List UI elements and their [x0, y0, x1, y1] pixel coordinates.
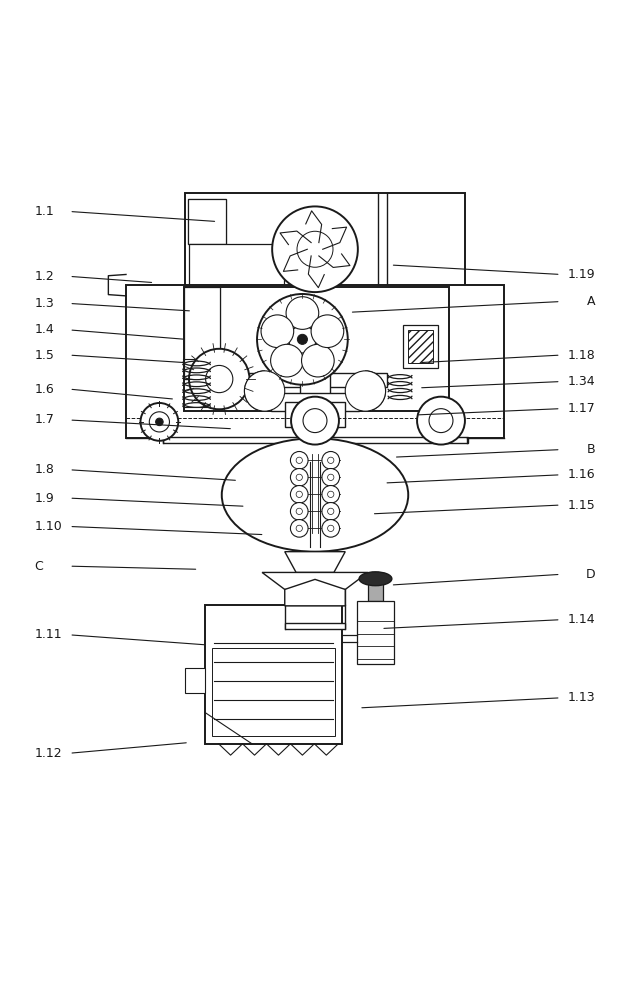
Circle shape [156, 418, 163, 426]
Circle shape [328, 491, 334, 497]
Circle shape [328, 474, 334, 480]
Text: B: B [587, 443, 595, 456]
Polygon shape [262, 572, 368, 589]
Bar [163, 437, 468, 443]
Circle shape [296, 474, 302, 480]
Circle shape [289, 326, 316, 353]
Circle shape [429, 409, 453, 433]
Circle shape [322, 468, 340, 486]
Text: 1.5: 1.5 [35, 349, 55, 362]
Text: 1.10: 1.10 [35, 520, 62, 533]
Bar [185, 668, 205, 693]
Circle shape [322, 486, 340, 503]
Circle shape [290, 451, 308, 469]
Circle shape [290, 503, 308, 520]
Text: 1.19: 1.19 [568, 268, 595, 281]
Circle shape [311, 315, 344, 348]
Circle shape [290, 520, 308, 537]
Circle shape [272, 206, 358, 292]
Circle shape [328, 525, 334, 531]
Circle shape [189, 349, 249, 409]
Ellipse shape [359, 572, 392, 586]
Text: 1.2: 1.2 [35, 270, 54, 283]
Text: 1.3: 1.3 [35, 297, 54, 310]
Bar [212, 648, 335, 736]
Bar [357, 601, 394, 664]
Bar [301, 606, 329, 629]
Polygon shape [285, 552, 345, 572]
Text: D: D [586, 568, 595, 581]
Text: C: C [35, 560, 43, 573]
Circle shape [296, 457, 302, 463]
Text: 1.12: 1.12 [35, 747, 62, 760]
Circle shape [297, 334, 307, 344]
Text: 1.17: 1.17 [568, 402, 595, 415]
Text: 1.14: 1.14 [568, 613, 595, 626]
Circle shape [149, 412, 169, 432]
Bar [297, 424, 333, 438]
Text: 1.16: 1.16 [568, 468, 595, 481]
Bar [188, 199, 226, 244]
Text: 1.6: 1.6 [35, 383, 54, 396]
Circle shape [296, 508, 302, 514]
Circle shape [140, 403, 178, 441]
Bar [249, 373, 387, 387]
Circle shape [257, 294, 348, 385]
Circle shape [309, 243, 321, 256]
Circle shape [296, 525, 302, 531]
Circle shape [297, 231, 333, 267]
Bar [408, 330, 433, 363]
Text: 1.7: 1.7 [35, 413, 55, 426]
Circle shape [290, 486, 308, 503]
Text: 1.13: 1.13 [568, 691, 595, 704]
Circle shape [328, 457, 334, 463]
Bar [184, 287, 449, 411]
Circle shape [328, 508, 334, 514]
Circle shape [291, 397, 339, 445]
Text: 1.34: 1.34 [568, 375, 595, 388]
Bar [285, 588, 345, 605]
Bar [205, 605, 342, 744]
Bar [271, 393, 359, 411]
Bar [126, 285, 504, 438]
Circle shape [205, 365, 233, 393]
Bar [188, 199, 226, 244]
Circle shape [322, 520, 340, 537]
Bar [368, 579, 383, 601]
Circle shape [417, 397, 465, 445]
Circle shape [303, 409, 327, 433]
Text: A: A [587, 295, 595, 308]
Text: 1.15: 1.15 [568, 499, 595, 512]
Polygon shape [285, 579, 345, 606]
Wedge shape [244, 371, 265, 411]
Bar [185, 193, 465, 286]
Text: 1.9: 1.9 [35, 492, 54, 505]
Text: 1.1: 1.1 [35, 205, 54, 218]
Circle shape [302, 344, 334, 377]
Text: 1.4: 1.4 [35, 323, 54, 336]
Text: 1.11: 1.11 [35, 628, 62, 641]
Bar [184, 287, 220, 379]
Circle shape [345, 371, 386, 411]
Ellipse shape [222, 438, 408, 552]
Bar [285, 402, 345, 427]
Text: 1.18: 1.18 [568, 349, 595, 362]
Circle shape [290, 468, 308, 486]
Circle shape [296, 491, 302, 497]
Wedge shape [365, 371, 386, 411]
Bar [189, 244, 284, 285]
Circle shape [322, 451, 340, 469]
Circle shape [271, 344, 303, 377]
Text: 1.8: 1.8 [35, 463, 55, 476]
Bar [184, 287, 220, 379]
Circle shape [322, 503, 340, 520]
Circle shape [244, 371, 285, 411]
Bar [300, 360, 330, 411]
Bar [285, 623, 345, 629]
Circle shape [286, 297, 319, 329]
Circle shape [261, 315, 294, 348]
Bar [403, 325, 438, 368]
